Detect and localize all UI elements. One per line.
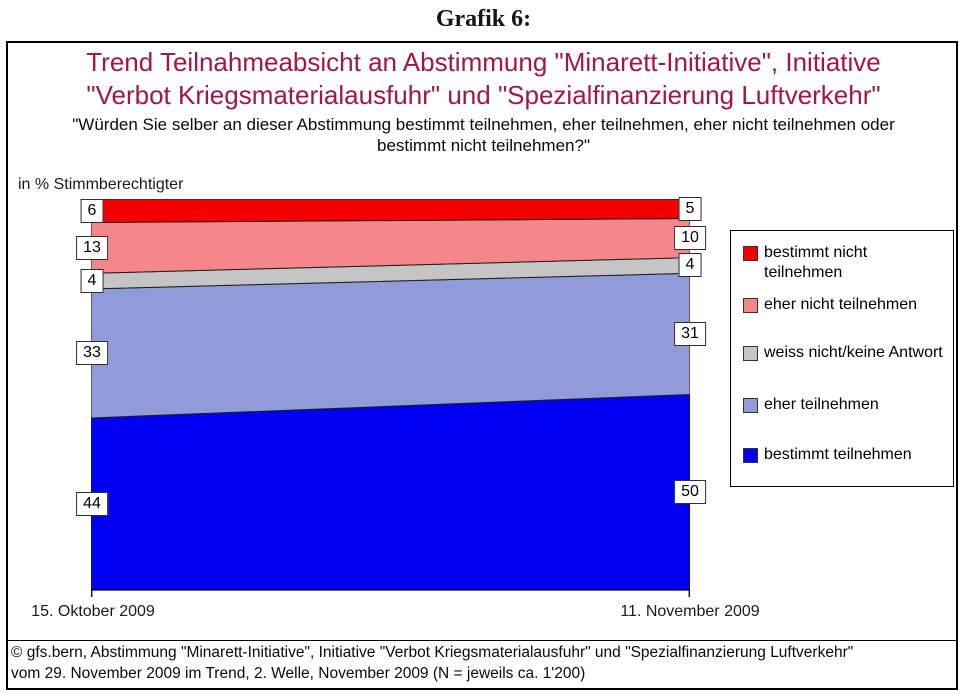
footer-note-line1: © gfs.bern, Abstimmung "Minarett-Initiat… <box>11 644 854 661</box>
chart-title-line1: Trend Teilnahmeabsicht an Abstimmung "Mi… <box>86 47 881 77</box>
legend-swatch <box>743 398 758 413</box>
legend-label: bestimmt teilnehmen <box>764 446 912 463</box>
legend-label: bestimmt nicht teilnehmen <box>764 244 868 281</box>
footer-note-line2: vom 29. November 2009 im Trend, 2. Welle… <box>11 664 586 682</box>
value-label-eher-nicht-teilnehmen-right: 10 <box>674 226 706 251</box>
x-axis-label-right: 11. November 2009 <box>620 603 760 620</box>
chart-subtitle: "Würden Sie selber an dieser Abstimmung … <box>10 114 957 156</box>
area-band-bestimmt-teilnehmen <box>91 393 690 591</box>
value-label-weiss-nicht-keine-antwort-left: 4 <box>80 269 104 294</box>
legend-item-eher-nicht-teilnehmen: eher nicht teilnehmen <box>743 295 949 315</box>
value-label-eher-nicht-teilnehmen-left: 13 <box>76 235 108 260</box>
value-label-weiss-nicht-keine-antwort-right: 4 <box>678 253 702 278</box>
legend-item-bestimmt-teilnehmen: bestimmt teilnehmen <box>743 445 949 465</box>
legend-label: eher teilnehmen <box>764 396 879 413</box>
legend-item-bestimmt-nicht-teilnehmen: bestimmt nicht teilnehmen <box>743 243 949 283</box>
footer-note: © gfs.bern, Abstimmung "Minarett-Initiat… <box>11 643 951 684</box>
value-label-bestimmt-nicht-teilnehmen-right: 5 <box>678 196 702 221</box>
x-axis-label-left: 15. Oktober 2009 <box>31 603 155 620</box>
legend-item-eher-teilnehmen: eher teilnehmen <box>743 395 949 415</box>
legend-swatch <box>743 346 758 361</box>
area-band-eher-teilnehmen <box>91 272 690 419</box>
value-label-eher-teilnehmen-left: 33 <box>76 341 108 366</box>
plot-area-svg <box>91 199 690 597</box>
value-label-eher-teilnehmen-right: 31 <box>674 321 706 346</box>
footer-divider <box>8 640 956 641</box>
chart-subtitle-line1: "Würden Sie selber an dieser Abstimmung … <box>72 115 895 134</box>
legend-swatch <box>743 246 758 261</box>
chart-title-line2: "Verbot Kriegsmaterialausfuhr" und "Spez… <box>86 80 881 110</box>
legend-swatch <box>743 298 758 313</box>
legend-item-weiss-nicht-keine-antwort: weiss nicht/keine Antwort <box>743 343 949 363</box>
legend-label: weiss nicht/keine Antwort <box>764 344 943 361</box>
chart-frame <box>6 41 958 690</box>
page-title: Grafik 6: <box>435 6 532 32</box>
legend: bestimmt nicht teilnehmen eher nicht teiln… <box>730 230 954 487</box>
value-label-bestimmt-teilnehmen-right: 50 <box>674 480 706 505</box>
value-label-bestimmt-teilnehmen-left: 44 <box>76 491 108 516</box>
chart-title: Trend Teilnahmeabsicht an Abstimmung "Mi… <box>10 46 957 112</box>
units-label: in % Stimmberechtigter <box>18 176 184 193</box>
area-band-bestimmt-nicht-teilnehmen <box>91 199 690 223</box>
value-label-bestimmt-nicht-teilnehmen-left: 6 <box>80 198 104 223</box>
legend-label: eher nicht teilnehmen <box>764 296 917 313</box>
legend-swatch <box>743 448 758 463</box>
chart-subtitle-line2: bestimmt nicht teilnehmen?" <box>377 136 590 155</box>
